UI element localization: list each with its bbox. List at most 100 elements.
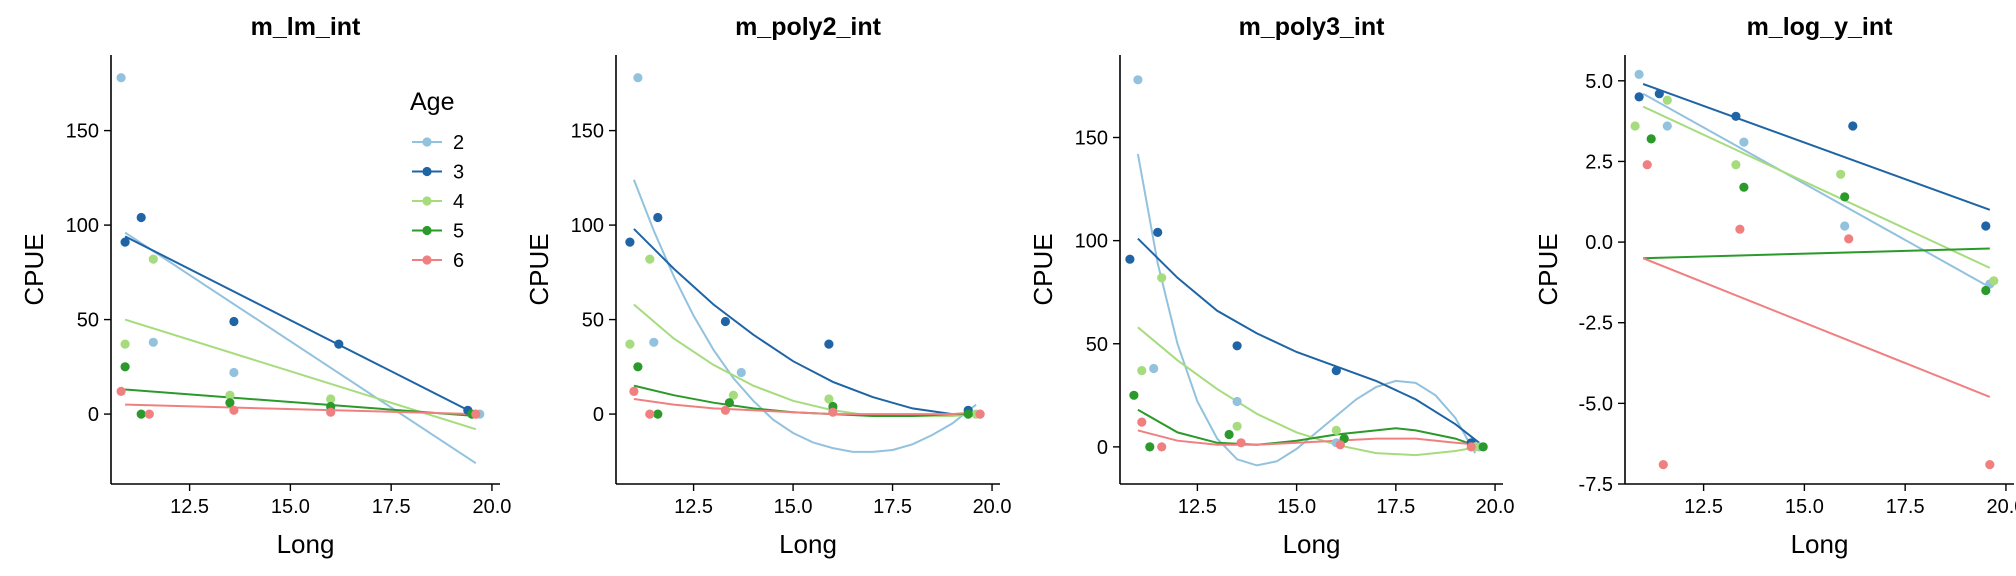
data-point-age-3: [1331, 366, 1341, 376]
data-point-age-4: [1232, 421, 1242, 431]
data-point-age-4: [1662, 95, 1672, 105]
data-point-age-6: [1735, 224, 1745, 234]
x-axis-title: Long: [779, 529, 837, 559]
legend-key-point: [422, 166, 432, 177]
y-axis-title: CPUE: [1028, 233, 1058, 305]
data-point-age-5: [120, 362, 130, 372]
fit-line-age-6: [1642, 257, 1991, 398]
data-point-age-3: [1654, 89, 1664, 99]
data-point-age-2: [148, 337, 158, 347]
fit-line-age-6: [1137, 429, 1480, 446]
legend-label: 3: [453, 162, 464, 184]
y-tick-label: 50: [77, 310, 99, 332]
data-point-age-5: [136, 409, 146, 419]
data-point-age-6: [1642, 160, 1652, 170]
data-point-age-2: [229, 367, 239, 378]
y-tick-label: 150: [571, 121, 604, 143]
y-tick-label: 5.0: [1585, 71, 1613, 93]
y-tick-label: 150: [1075, 128, 1108, 150]
legend-item-age-4: 4: [412, 191, 464, 213]
y-tick-label: 0: [1097, 437, 1108, 459]
x-tick-label: 20.0: [973, 496, 1012, 518]
data-point-age-5: [653, 409, 663, 419]
data-point-age-2: [649, 337, 659, 347]
y-tick-label: 50: [1086, 334, 1108, 356]
data-point-age-2: [1662, 121, 1672, 131]
panel-m_lm_int: m_lm_int 12.5 15.0 17.5 20.0 0 50 100 150 Long CPU…: [19, 13, 511, 559]
data-point-age-6: [1985, 460, 1995, 470]
data-point-age-2: [1739, 137, 1749, 147]
panel-m_poly2_int: m_poly2_int 12.5 15.0 17.5 20.0 0 50 100 150 Long…: [524, 13, 1012, 559]
data-point-age-5: [1981, 285, 1991, 296]
data-point-age-3: [1232, 341, 1242, 351]
data-point-age-4: [1989, 276, 1999, 286]
y-tick-label: 0: [593, 404, 604, 426]
data-point-age-6: [471, 409, 481, 419]
data-point-age-2: [116, 73, 126, 83]
legend-item-age-3: 3: [412, 162, 464, 184]
legend-title: Age: [410, 88, 454, 116]
y-tick-label: 0.0: [1585, 232, 1613, 254]
data-point-age-5: [225, 398, 235, 408]
legend-key-point: [422, 225, 432, 236]
y-axis-title: CPUE: [19, 233, 49, 305]
panel-m_log_y_int: m_log_y_int 12.5 15.0 17.5 20.0 5.0 2.5 0.0 -2.5…: [1533, 13, 2016, 559]
data-point-age-6: [1335, 440, 1345, 450]
data-point-age-6: [1844, 234, 1854, 244]
data-point-age-5: [633, 362, 643, 372]
data-point-age-3: [653, 212, 663, 223]
data-point-age-3: [625, 237, 635, 247]
data-point-age-3: [120, 237, 130, 247]
data-point-age-6: [629, 386, 639, 396]
data-point-age-6: [116, 386, 126, 396]
panel-title: m_log_y_int: [1747, 13, 1894, 41]
y-tick-label: 100: [571, 215, 604, 237]
data-point-age-3: [1125, 254, 1135, 264]
x-tick-label: 15.0: [774, 496, 813, 518]
x-axis-title: Long: [277, 529, 335, 559]
y-tick-label: -7.5: [1579, 474, 1613, 496]
data-point-age-2: [633, 73, 643, 83]
fit-line-age-3: [1642, 83, 1991, 211]
panel-title: m_poly3_int: [1239, 13, 1386, 41]
data-point-age-3: [334, 339, 344, 349]
fit-line-age-4: [633, 303, 977, 417]
data-point-age-5: [1739, 182, 1749, 192]
data-point-age-2: [1232, 396, 1242, 407]
data-point-age-5: [1840, 192, 1850, 202]
data-point-age-4: [1331, 425, 1341, 435]
data-point-age-6: [975, 409, 985, 419]
y-tick-label: 100: [1075, 231, 1108, 253]
data-point-age-4: [225, 390, 235, 400]
fit-line-age-6: [633, 398, 977, 416]
x-tick-label: 15.0: [1277, 496, 1316, 518]
fit-line-age-3: [633, 228, 977, 416]
data-point-age-6: [229, 405, 239, 415]
data-point-age-5: [1478, 442, 1488, 452]
fit-line-age-5: [633, 384, 977, 417]
data-point-age-4: [824, 394, 834, 404]
data-point-age-6: [645, 409, 655, 419]
legend: Age 2 3 4 5 6: [410, 88, 464, 272]
data-point-age-4: [1137, 366, 1147, 376]
fit-line-age-2: [1642, 92, 1991, 289]
x-tick-label: 17.5: [372, 496, 411, 518]
fit-line-age-6: [125, 403, 476, 416]
data-point-age-3: [720, 316, 731, 327]
data-point-age-2: [1149, 363, 1159, 374]
data-point-age-4: [625, 339, 635, 349]
data-point-age-6: [828, 407, 838, 417]
legend-label: 2: [453, 132, 464, 154]
data-point-age-4: [120, 339, 130, 349]
fit-line-age-3: [124, 235, 477, 415]
data-point-age-3: [824, 339, 834, 349]
legend-item-age-6: 6: [412, 250, 464, 272]
y-axis-title: CPUE: [524, 233, 554, 305]
y-axis-title: CPUE: [1533, 233, 1563, 305]
data-point-age-4: [728, 390, 739, 400]
data-point-age-6: [1137, 417, 1147, 427]
fit-line-age-5: [1643, 247, 1990, 260]
x-tick-label: 20.0: [1986, 496, 2016, 518]
data-point-age-4: [645, 254, 655, 264]
